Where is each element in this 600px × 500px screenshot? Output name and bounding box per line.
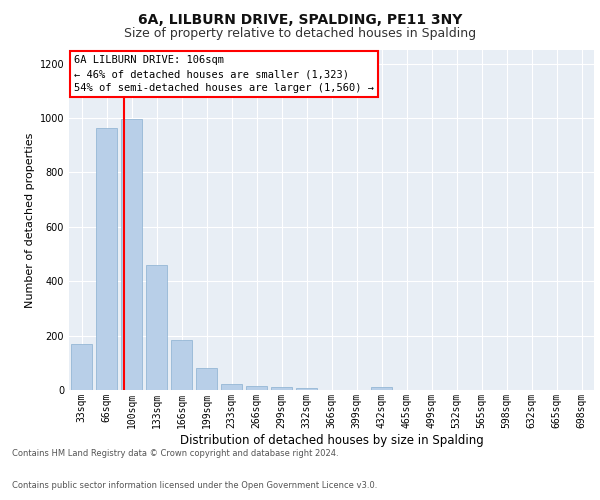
Y-axis label: Number of detached properties: Number of detached properties <box>25 132 35 308</box>
Bar <box>171 340 192 390</box>
Bar <box>271 388 292 390</box>
Bar <box>121 120 142 390</box>
Bar <box>96 128 117 390</box>
Bar <box>371 388 392 390</box>
Text: Contains public sector information licensed under the Open Government Licence v3: Contains public sector information licen… <box>12 481 377 490</box>
Text: Contains HM Land Registry data © Crown copyright and database right 2024.: Contains HM Land Registry data © Crown c… <box>12 448 338 458</box>
Bar <box>246 386 267 390</box>
Bar <box>71 344 92 390</box>
Bar <box>221 384 242 390</box>
Text: 6A LILBURN DRIVE: 106sqm
← 46% of detached houses are smaller (1,323)
54% of sem: 6A LILBURN DRIVE: 106sqm ← 46% of detach… <box>74 55 374 93</box>
Text: 6A, LILBURN DRIVE, SPALDING, PE11 3NY: 6A, LILBURN DRIVE, SPALDING, PE11 3NY <box>138 12 462 26</box>
X-axis label: Distribution of detached houses by size in Spalding: Distribution of detached houses by size … <box>179 434 484 446</box>
Bar <box>146 265 167 390</box>
Bar <box>296 388 317 390</box>
Text: Size of property relative to detached houses in Spalding: Size of property relative to detached ho… <box>124 28 476 40</box>
Bar <box>196 368 217 390</box>
